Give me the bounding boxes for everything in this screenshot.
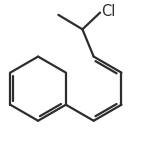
Text: Cl: Cl — [101, 4, 115, 19]
